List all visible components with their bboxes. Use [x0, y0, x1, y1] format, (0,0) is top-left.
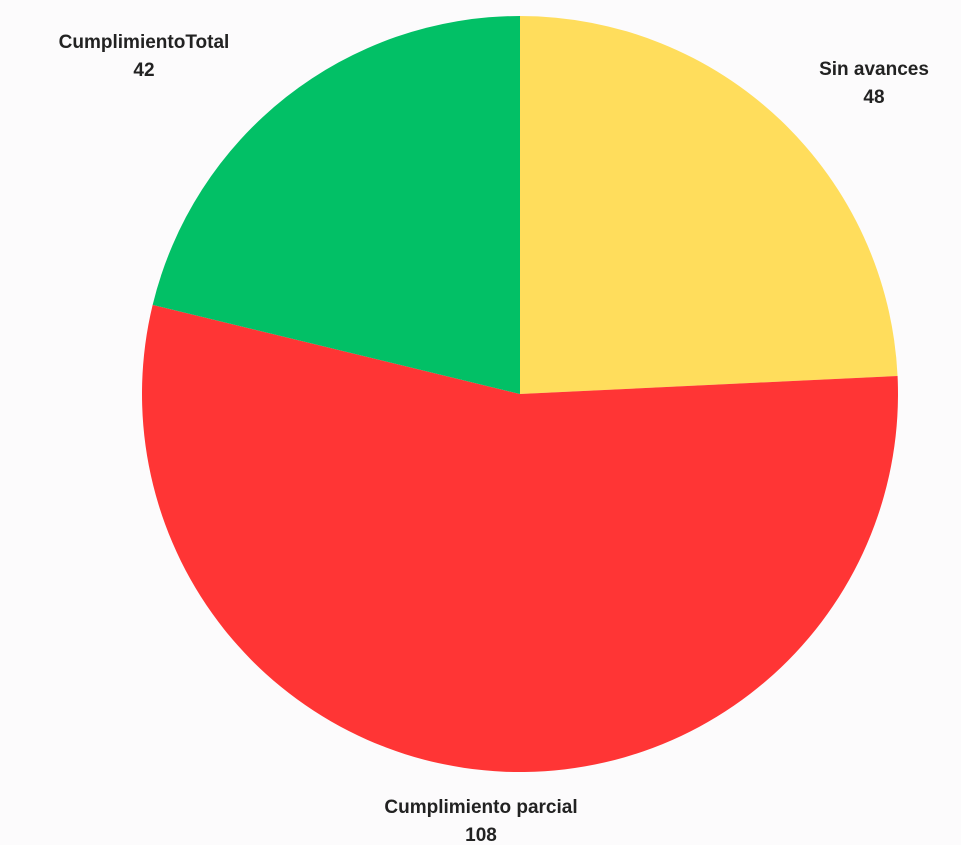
slice-labels: Sin avances 48 Cumplimiento parcial 108 Cump… — [59, 32, 929, 845]
slice-label-name: Sin avances — [819, 59, 929, 80]
slice-label-name: Cumplimiento parcial — [384, 797, 577, 818]
slice-label-value: 42 — [133, 60, 154, 81]
pie-slice-cumplimientototal — [152, 16, 520, 394]
pie-slice-cumplimiento-parcial — [141, 304, 898, 773]
pie-slice-sin-avances — [520, 16, 898, 394]
slice-label-name: CumplimientoTotal — [59, 32, 230, 53]
slice-label-value: 108 — [465, 825, 497, 845]
pie-slices — [141, 16, 898, 773]
slice-label-value: 48 — [863, 87, 884, 108]
